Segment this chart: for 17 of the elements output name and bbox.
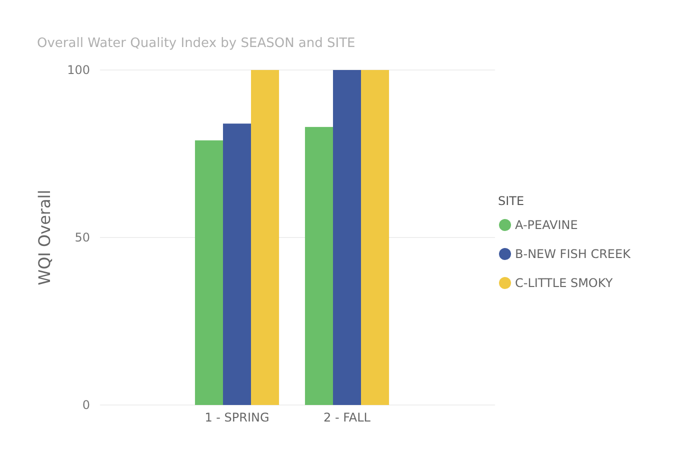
y-axis-title: WQI Overall <box>35 190 54 286</box>
y-tick-label: 0 <box>82 398 90 412</box>
bar <box>222 124 252 405</box>
legend-label: B-NEW FISH CREEK <box>515 247 632 261</box>
bar <box>332 70 362 405</box>
chart-title: Overall Water Quality Index by SEASON and SITE <box>37 36 356 51</box>
y-tick-label: 50 <box>74 230 90 244</box>
bar <box>361 70 390 405</box>
legend-label: C-LITTLE SMOKY <box>515 276 614 290</box>
bar <box>304 126 333 405</box>
x-tick-label: 1 - SPRING <box>204 410 270 425</box>
x-tick-label: 2 - FALL <box>324 410 371 425</box>
legend-label: A-PEAVINE <box>515 218 578 232</box>
bar <box>251 70 280 405</box>
y-tick-label: 100 <box>67 62 90 77</box>
bar <box>194 140 223 405</box>
legend-title: SITE <box>498 194 524 208</box>
